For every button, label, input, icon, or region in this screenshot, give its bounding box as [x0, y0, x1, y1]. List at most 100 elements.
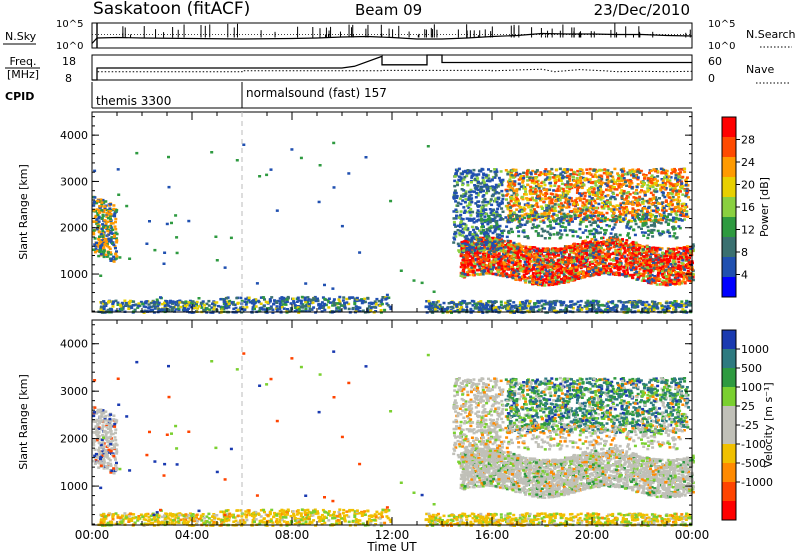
power-cell [501, 274, 505, 278]
power-cell [435, 309, 439, 313]
power-cell [516, 245, 520, 249]
power-cell [118, 303, 122, 307]
power-cell [105, 215, 109, 218]
power-cell [640, 279, 644, 282]
power-cell [553, 251, 557, 254]
power-cell [580, 243, 584, 246]
power-cell [518, 307, 522, 310]
power-cell [555, 269, 559, 272]
power-cell [597, 253, 601, 256]
power-cell [258, 175, 262, 178]
power-cell [605, 242, 609, 245]
power-cell [579, 264, 583, 267]
power-cell [570, 260, 574, 264]
power-cell [272, 302, 276, 306]
power-cell [547, 264, 551, 267]
power-cell [124, 303, 128, 306]
power-cell [102, 255, 106, 259]
power-cell [116, 310, 120, 313]
power-cell [503, 263, 507, 266]
power-cell [152, 301, 156, 304]
power-cell [516, 252, 520, 255]
power-cell [635, 255, 639, 259]
power-cell [536, 265, 540, 268]
power-cell [647, 254, 651, 257]
power-cell [596, 256, 600, 260]
power-cell [536, 305, 540, 308]
power-cell [559, 251, 563, 254]
power-cell [98, 250, 102, 253]
power-cell [683, 170, 687, 174]
power-cell [127, 302, 131, 305]
power-cell [430, 306, 434, 310]
power-cell [93, 196, 97, 199]
power-cell [588, 302, 592, 305]
power-cell [187, 219, 191, 223]
power-cell [553, 203, 557, 206]
power-cell [622, 266, 626, 269]
power-cell [576, 188, 580, 192]
power-cell [628, 250, 631, 253]
power-cell [506, 307, 510, 310]
power-cell [358, 251, 362, 254]
power-cell [278, 307, 282, 311]
power-cell [107, 240, 111, 243]
power-cell [572, 251, 576, 255]
power-cell [534, 305, 538, 309]
power-cell [669, 263, 673, 266]
power-cell [534, 249, 538, 253]
power-cell [103, 219, 107, 222]
power-cell [494, 306, 498, 309]
power-cell [682, 278, 686, 281]
power-cell [478, 302, 482, 305]
power-cell [481, 305, 485, 308]
power-cell [561, 258, 565, 261]
power-cell [489, 307, 493, 311]
power-cell [526, 309, 530, 313]
power-cell [468, 301, 472, 305]
power-cell [152, 303, 156, 306]
power-cell [650, 300, 654, 303]
power-cell [102, 247, 106, 251]
power-cell [547, 273, 551, 276]
power-cell [677, 278, 681, 282]
power-cell [571, 264, 575, 267]
power-cell [499, 255, 503, 259]
power-cell [632, 262, 636, 266]
power-cell [467, 262, 471, 265]
power-cell [309, 298, 313, 302]
freq-line [92, 54, 692, 81]
power-cell [515, 259, 519, 262]
power-cell [366, 307, 370, 310]
power-cell [546, 266, 550, 269]
power-cell [459, 274, 463, 277]
power-cell [295, 300, 299, 303]
power-cell [336, 306, 340, 309]
power-cell [543, 299, 547, 303]
power-cell [476, 257, 480, 261]
power-cell [552, 300, 556, 303]
power-cell [521, 275, 524, 278]
power-cell [548, 306, 552, 310]
power-cell [338, 295, 342, 299]
power-cell [480, 269, 483, 272]
power-cell [321, 306, 325, 310]
power-cell [559, 308, 563, 312]
power-cell [119, 305, 123, 308]
power-cell [643, 260, 647, 263]
power-cell [502, 256, 506, 259]
power-cell [102, 305, 106, 308]
power-cell [606, 267, 610, 270]
power-cell [563, 256, 567, 259]
power-cell [503, 254, 507, 257]
power-cell [441, 311, 445, 314]
power-cell [672, 305, 676, 308]
power-cell [323, 303, 327, 306]
power-cell [99, 308, 103, 311]
power-cell [310, 308, 314, 311]
power-cell [348, 296, 352, 299]
power-cell [595, 268, 599, 272]
power-cell [512, 310, 516, 313]
power-cell [662, 260, 666, 263]
power-cell [466, 271, 469, 274]
